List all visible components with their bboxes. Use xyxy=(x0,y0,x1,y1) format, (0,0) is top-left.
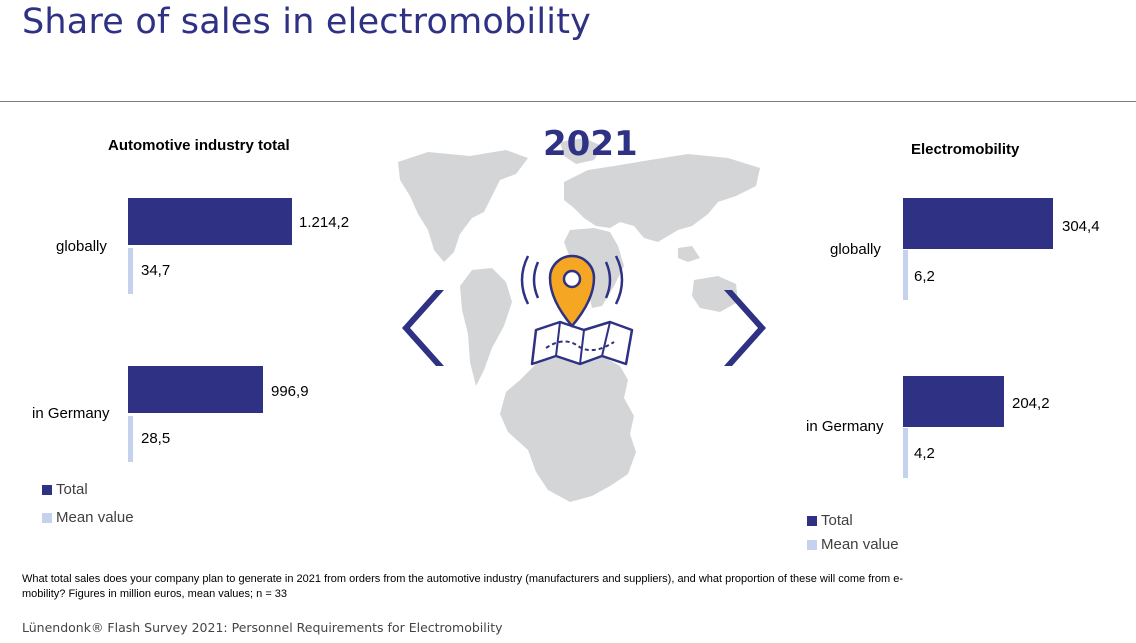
right-bar-germany-total xyxy=(903,376,1004,427)
left-chart-title: Automotive industry total xyxy=(108,137,290,154)
chevron-left-icon xyxy=(402,290,444,366)
right-category-globally: globally xyxy=(830,241,881,258)
right-category-germany: in Germany xyxy=(806,418,884,435)
chevron-right-icon xyxy=(724,290,766,366)
left-value-globally-mean: 34,7 xyxy=(141,262,171,279)
left-bar-germany-total xyxy=(128,366,263,413)
survey-question-footnote: What total sales does your company plan … xyxy=(22,573,904,600)
legend-label: Total xyxy=(56,481,88,498)
germany-map-icon xyxy=(500,356,636,502)
legend-swatch-mean xyxy=(42,512,52,523)
left-bar-globally-mean xyxy=(128,248,133,294)
right-legend-total: Total xyxy=(807,512,853,529)
legend-swatch-mean xyxy=(807,539,817,550)
left-value-germany-mean: 28,5 xyxy=(141,430,171,447)
right-bar-globally-total xyxy=(903,198,1053,249)
year-heading: 2021 xyxy=(543,124,638,164)
left-bar-germany-mean xyxy=(128,416,133,462)
legend-swatch-total xyxy=(42,484,52,495)
left-value-germany-total: 996,9 xyxy=(271,383,309,400)
left-legend-mean: Mean value xyxy=(42,509,134,526)
right-bar-germany-mean xyxy=(903,428,908,478)
legend-label: Total xyxy=(821,512,853,529)
right-value-globally-total: 304,4 xyxy=(1062,218,1100,235)
map-illustration xyxy=(388,130,768,535)
right-legend-mean: Mean value xyxy=(807,536,899,553)
location-pin-icon xyxy=(520,254,634,366)
left-value-globally-total: 1.214,2 xyxy=(299,214,350,231)
page-title: Share of sales in electromobility xyxy=(22,2,592,42)
world-map-icon xyxy=(398,138,760,386)
left-category-germany: in Germany xyxy=(32,405,110,422)
right-value-germany-mean: 4,2 xyxy=(914,445,935,462)
title-divider xyxy=(0,101,1136,102)
legend-swatch-total xyxy=(807,515,817,526)
source-note: Lünendonk® Flash Survey 2021: Personnel … xyxy=(22,620,503,635)
legend-label: Mean value xyxy=(56,509,134,526)
left-legend-total: Total xyxy=(42,481,88,498)
right-value-germany-total: 204,2 xyxy=(1012,395,1050,412)
legend-label: Mean value xyxy=(821,536,899,553)
left-category-globally: globally xyxy=(56,238,107,255)
right-bar-globally-mean xyxy=(903,250,908,300)
right-chart-title: Electromobility xyxy=(911,141,1020,158)
right-value-globally-mean: 6,2 xyxy=(914,268,935,285)
left-bar-globally-total xyxy=(128,198,292,245)
